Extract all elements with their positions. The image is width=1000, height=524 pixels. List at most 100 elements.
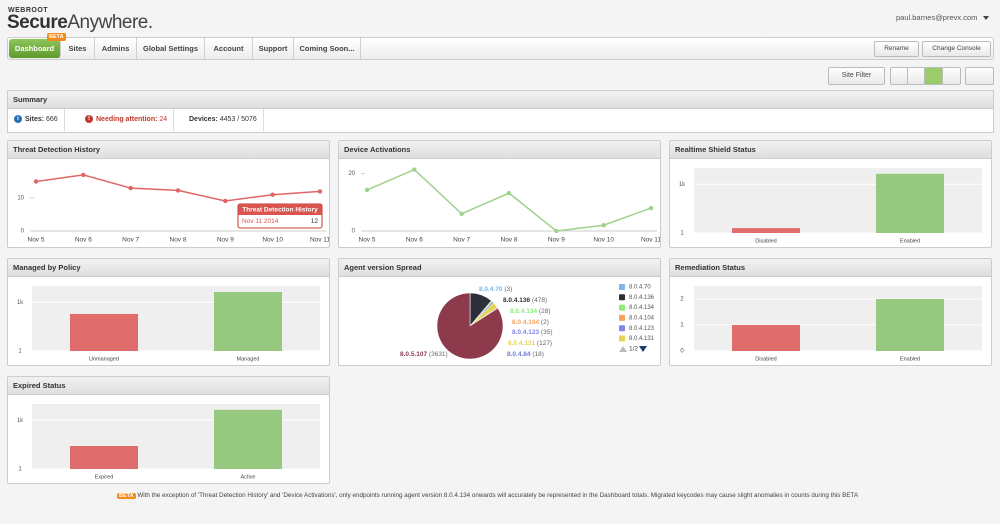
- data-point: [554, 228, 559, 234]
- brand: WEBROOT: [8, 7, 49, 14]
- button-label: Change Console: [932, 45, 981, 52]
- pager-down[interactable]: [639, 346, 647, 352]
- x-tick-label: Disabled: [755, 238, 776, 244]
- data-point: [506, 190, 512, 196]
- panel-title: Remediation Status: [670, 259, 991, 277]
- label-value: (2): [541, 319, 549, 326]
- summary-value: 4453 / 5076: [219, 116, 257, 123]
- nav-tab[interactable]: Support: [253, 38, 294, 59]
- layout-button[interactable]: [942, 67, 961, 85]
- legend-swatch: [619, 284, 625, 290]
- panel: Expired Status 1 1k Expired Active: [7, 376, 330, 484]
- data-point: [128, 185, 133, 191]
- bar: [876, 299, 944, 351]
- summary-panel: Summary i Sites: 666 ! Needing attention: …: [7, 90, 994, 133]
- tooltip-value: 12: [311, 218, 319, 225]
- nav-bar: Dashboard BETA Sites Admins Global Setti…: [7, 33, 994, 60]
- footer-text: With the exception of 'Threat Detection …: [137, 492, 859, 499]
- legend-swatch: [619, 325, 625, 332]
- button-label: Site Filter: [841, 72, 872, 79]
- data-label: 8.0.4.104 (2): [512, 319, 549, 326]
- legend-pager: 1/2: [629, 346, 638, 353]
- label-name: 8.0.5.107: [400, 351, 427, 358]
- label-name: 8.0.4.104: [512, 319, 539, 326]
- legend-label: 8.0.4.104: [629, 315, 655, 321]
- summary-item: Devices: 4453 / 5076: [183, 109, 264, 131]
- label-name: 8.0.4.70: [479, 286, 503, 293]
- panel-title: Agent version Spread: [339, 259, 660, 277]
- panel: Agent version Spread 8.0.4.70 (3) 8.0.4.13…: [338, 258, 661, 366]
- bar: [732, 228, 800, 233]
- y-tick-label: 1k: [17, 418, 24, 424]
- tooltip-title: Threat Detection History: [242, 207, 318, 214]
- y-tick-label: 1: [680, 323, 684, 329]
- summary-label: Devices:: [189, 116, 218, 123]
- y-tick-label: 0: [680, 349, 684, 355]
- nav-tab[interactable]: Dashboard: [9, 39, 61, 58]
- x-tick-label: Nov 9: [217, 237, 234, 244]
- footer-note: BETA With the exception of 'Threat Detec…: [117, 492, 858, 500]
- panel-title: Device Activations: [339, 141, 660, 159]
- x-tick-label: Enabled: [900, 238, 920, 244]
- site-filter-button[interactable]: Site Filter: [828, 67, 885, 85]
- settings-button[interactable]: [965, 67, 994, 85]
- y-tick-label: 1k: [17, 300, 24, 306]
- logo: SecureAnywhere.: [7, 12, 153, 34]
- panel-title: Realtime Shield Status: [670, 141, 991, 159]
- data-label: 8.0.4.134 (28): [510, 308, 550, 315]
- panel: Managed by Policy 1 1k Unmanaged Managed: [7, 258, 330, 366]
- data-point: [223, 198, 228, 204]
- x-tick-label: Nov 6: [75, 237, 92, 244]
- label-value: (3631): [429, 351, 448, 358]
- tooltip: Threat Detection History Nov 11 2014 12: [237, 203, 323, 229]
- x-tick-label: Nov 8: [170, 237, 187, 244]
- x-tick-label: Disabled: [755, 356, 776, 362]
- label-name: 8.0.4.123: [512, 329, 539, 336]
- layout-button[interactable]: [924, 67, 943, 85]
- data-label: 8.0.4.136 (478): [503, 297, 547, 304]
- bar: [70, 446, 138, 469]
- data-point: [601, 223, 606, 228]
- data-point: [317, 189, 323, 194]
- legend-swatch: [619, 294, 625, 301]
- series-line: [366, 168, 652, 232]
- tooltip-head: [238, 204, 322, 215]
- layout-button[interactable]: [890, 67, 908, 85]
- change-console-button[interactable]: Change Console: [922, 41, 991, 57]
- x-tick-label: Managed: [237, 356, 260, 362]
- chart: 1 1k Expired Active: [17, 404, 320, 480]
- user-caret[interactable]: [983, 16, 989, 20]
- user-menu[interactable]: paul.barnes@prevx.com: [896, 13, 978, 22]
- x-tick-label: Unmanaged: [89, 356, 119, 362]
- panel-title: Summary: [8, 91, 993, 109]
- nav-tab[interactable]: Admins: [95, 38, 137, 59]
- legend-swatch: [619, 314, 625, 321]
- data-point: [412, 167, 417, 172]
- y-tick-label: 10: [17, 196, 24, 202]
- nav-tab[interactable]: Sites: [61, 38, 95, 59]
- summary-label: Needing attention:: [96, 116, 158, 123]
- nav-tab[interactable]: Global Settings: [137, 38, 205, 59]
- x-tick-label: Active: [241, 474, 256, 480]
- x-tick-label: Nov 11: [310, 237, 329, 244]
- x-tick-label: Enabled: [900, 356, 920, 362]
- legend-swatch: [619, 335, 625, 342]
- pager-up: [619, 346, 627, 352]
- data-label: 8.0.4.131 (127): [508, 340, 552, 347]
- beta-badge: BETA: [47, 33, 66, 41]
- pie-slice: [436, 292, 504, 360]
- nav-tab[interactable]: Coming Soon...: [294, 38, 361, 59]
- legend-label: 8.0.4.70: [629, 285, 651, 291]
- layout-button[interactable]: [907, 67, 925, 85]
- label-value: (28): [539, 308, 551, 315]
- data-point: [459, 211, 464, 216]
- nav-tab[interactable]: Account: [205, 38, 253, 59]
- series-line: [35, 174, 321, 202]
- x-tick-label: Nov 11: [641, 237, 660, 244]
- data-label: 8.0.5.107 (3631): [400, 351, 448, 358]
- chart: 0 20 Nov 5 Nov 6 Nov 7 Nov 8 Nov 9 Nov 10 Nov 11: [348, 167, 660, 244]
- y-tick-label: 2: [680, 297, 684, 303]
- panel: Remediation Status 0 1 2 Disabled Enabled: [669, 258, 992, 366]
- rename-button[interactable]: Rename: [874, 41, 919, 57]
